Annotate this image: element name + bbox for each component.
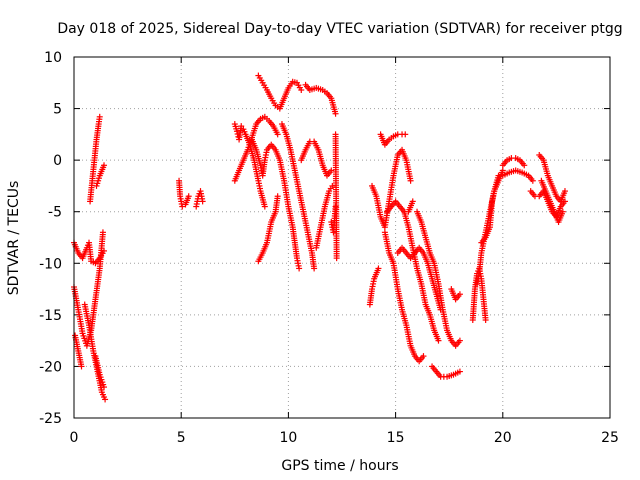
grid-layer: [74, 57, 610, 418]
data-point: [78, 363, 85, 370]
data-point: [233, 128, 240, 135]
x-tick-label: 0: [70, 430, 79, 446]
data-point: [185, 193, 192, 200]
x-tick-label: 5: [177, 430, 186, 446]
data-point: [274, 131, 281, 138]
data-point: [329, 182, 336, 189]
data-point: [102, 396, 109, 403]
x-tick-label: 15: [387, 430, 405, 446]
y-tick-label: -15: [39, 308, 62, 324]
data-point: [402, 131, 409, 138]
data-point: [296, 265, 303, 272]
x-tick-label: 25: [601, 430, 619, 446]
tick-layer: 0 5 10 15 20 25 -25 -20 -15 -10 -5 0 5 10: [39, 50, 619, 446]
data-point: [179, 203, 186, 210]
data-point: [274, 193, 281, 200]
data-point: [409, 198, 416, 205]
data-point: [521, 162, 528, 169]
data-point: [456, 337, 463, 344]
y-tick-label: 10: [44, 50, 62, 66]
data-point: [499, 167, 506, 174]
data-point: [96, 113, 103, 120]
data-point: [99, 229, 106, 236]
x-tick-label: 20: [494, 430, 512, 446]
x-axis-label: GPS time / hours: [281, 458, 398, 474]
data-point: [101, 384, 108, 391]
data-point: [332, 110, 339, 117]
data-point: [435, 337, 442, 344]
data-points-layer: [71, 72, 568, 403]
data-point: [333, 255, 340, 262]
y-tick-label: 5: [53, 102, 62, 118]
data-point: [561, 188, 568, 195]
data-point: [407, 177, 414, 184]
x-tick-label: 10: [279, 430, 297, 446]
y-axis-label: SDTVAR / TECUs: [6, 181, 22, 296]
data-point: [311, 265, 318, 272]
y-tick-label: -20: [39, 359, 62, 375]
data-point: [375, 265, 382, 272]
y-tick-label: -25: [39, 411, 62, 427]
data-point: [328, 167, 335, 174]
data-point: [298, 87, 305, 94]
y-tick-label: 0: [53, 153, 62, 169]
y-tick-label: -10: [39, 256, 62, 272]
data-point: [101, 162, 108, 169]
data-point: [456, 368, 463, 375]
y-tick-label: -5: [48, 205, 62, 221]
data-point: [529, 177, 536, 184]
data-point: [199, 198, 206, 205]
data-point: [482, 317, 489, 324]
chart-title: Day 018 of 2025, Sidereal Day-to-day VTE…: [57, 21, 622, 37]
plot-frame: [73, 56, 611, 419]
data-point: [101, 247, 108, 254]
data-point: [261, 203, 268, 210]
data-point: [561, 198, 568, 205]
data-point: [559, 208, 566, 215]
data-point: [420, 353, 427, 360]
data-point: [238, 123, 245, 130]
data-point: [456, 291, 463, 298]
